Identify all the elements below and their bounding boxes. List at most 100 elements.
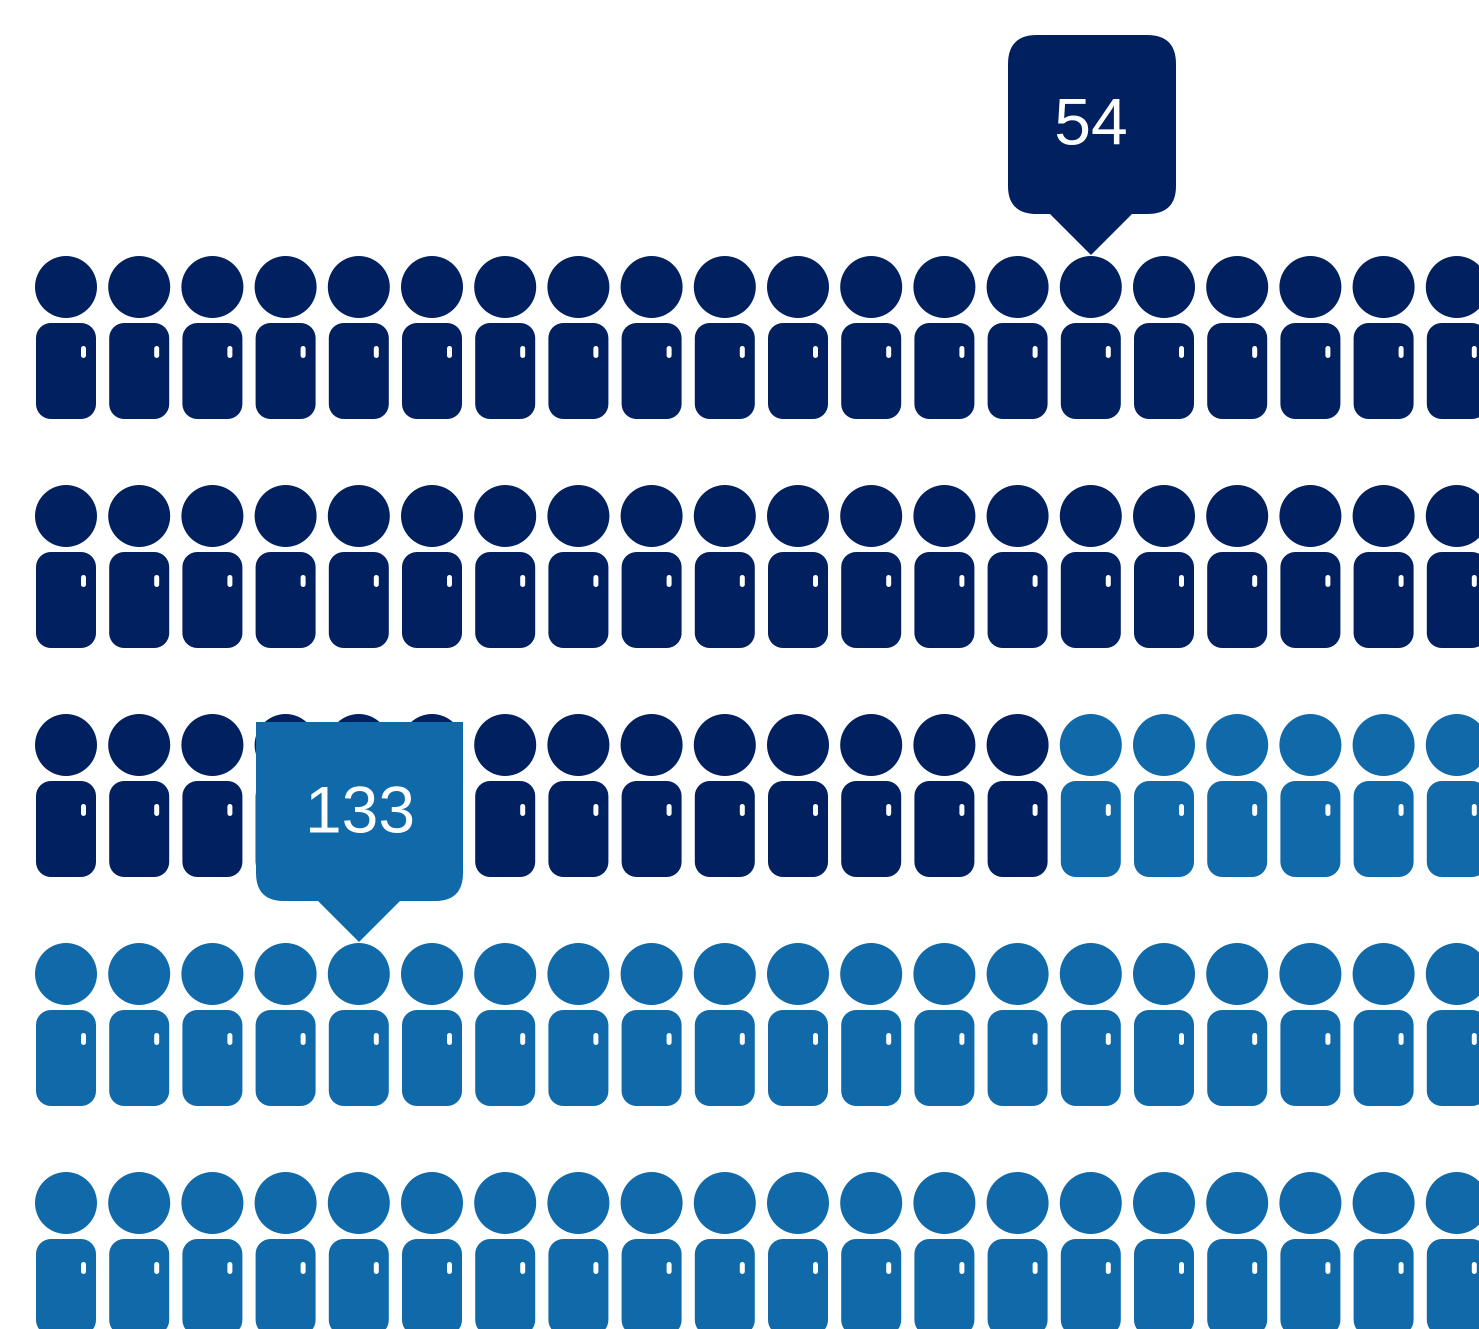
person-head [620,485,683,547]
person-body [694,552,755,648]
person-body [255,1239,316,1329]
person-body [255,323,316,419]
person-icon [327,485,390,648]
person-icon [1425,1172,1479,1329]
person-arm-slit [447,575,452,587]
person-arm-slit [227,1262,233,1274]
person-icon [181,714,244,877]
person-body [475,781,536,877]
person-arm-slit [813,575,818,587]
person-icon [108,714,171,877]
person-head [35,256,97,318]
person-arm-slit [1105,804,1111,816]
person-head [181,1172,244,1234]
person-head [547,256,610,318]
person-icon [1279,256,1342,419]
callout-secondary-label: 133 [305,772,415,846]
person-icon [1133,714,1195,877]
person-icon [620,256,683,419]
person-head [1279,714,1342,776]
person-arm-slit [373,346,379,358]
person-icon-grid [35,256,1479,1329]
person-body [182,1010,243,1106]
person-body [841,1010,902,1106]
person-body [1280,1239,1341,1329]
person-icon [620,943,683,1106]
person-icon [1352,943,1415,1106]
person-body [1207,1239,1268,1329]
person-body [1426,552,1479,648]
person-icon [547,943,610,1106]
person-head [767,256,829,318]
person-head [108,943,171,1005]
person-arm-slit [813,346,818,358]
person-head [1425,1172,1479,1234]
person-arm-slit [1398,1033,1404,1045]
person-head [254,1172,317,1234]
person-arm-slit [1179,1262,1184,1274]
person-head [913,943,976,1005]
person-icon [840,256,903,419]
person-body [1134,1239,1194,1329]
person-icon [913,943,976,1106]
person-body [475,552,536,648]
person-head [913,485,976,547]
person-arm-slit [1471,1033,1477,1045]
person-body [328,1010,389,1106]
person-head [840,943,903,1005]
person-head [693,256,756,318]
person-arm-slit [1471,1262,1477,1274]
person-arm-slit [959,804,965,816]
person-head [401,1172,463,1234]
person-body [1207,1010,1268,1106]
person-arm-slit [1398,804,1404,816]
person-body [768,1010,828,1106]
callout-secondary-bubble [256,722,463,942]
person-body [109,552,170,648]
person-arm-slit [227,346,233,358]
person-arm-slit [1179,346,1184,358]
person-head [401,485,463,547]
person-arm-slit [813,1033,818,1045]
person-body [1353,1010,1414,1106]
person-icon [693,1172,756,1329]
person-head [1425,943,1479,1005]
person-body [1060,323,1121,419]
person-icon [620,1172,683,1329]
person-arm-slit [1032,804,1038,816]
person-icon [1279,485,1342,648]
person-body [475,1010,536,1106]
person-icon [767,485,829,648]
person-arm-slit [593,346,599,358]
person-body [694,1239,755,1329]
person-arm-slit [1032,575,1038,587]
person-body [109,1239,170,1329]
person-arm-slit [1325,346,1331,358]
person-body [987,781,1048,877]
person-head [1352,943,1415,1005]
person-body [1060,781,1121,877]
person-body [36,323,96,419]
person-head [474,485,537,547]
person-arm-slit [666,804,672,816]
person-head [840,714,903,776]
person-arm-slit [886,1262,892,1274]
person-arm-slit [520,804,526,816]
person-icon [254,1172,317,1329]
person-body [255,552,316,648]
person-icon [840,1172,903,1329]
person-head [1206,485,1269,547]
person-arm-slit [959,1262,965,1274]
person-head [1059,943,1122,1005]
person-icon [327,943,390,1106]
person-arm-slit [1252,575,1258,587]
person-arm-slit [447,346,452,358]
person-icon [547,256,610,419]
person-head [547,943,610,1005]
person-head [1425,714,1479,776]
person-head [401,943,463,1005]
person-body [694,323,755,419]
person-arm-slit [1105,346,1111,358]
callout-secondary: 133 [256,722,463,942]
person-head [986,256,1049,318]
